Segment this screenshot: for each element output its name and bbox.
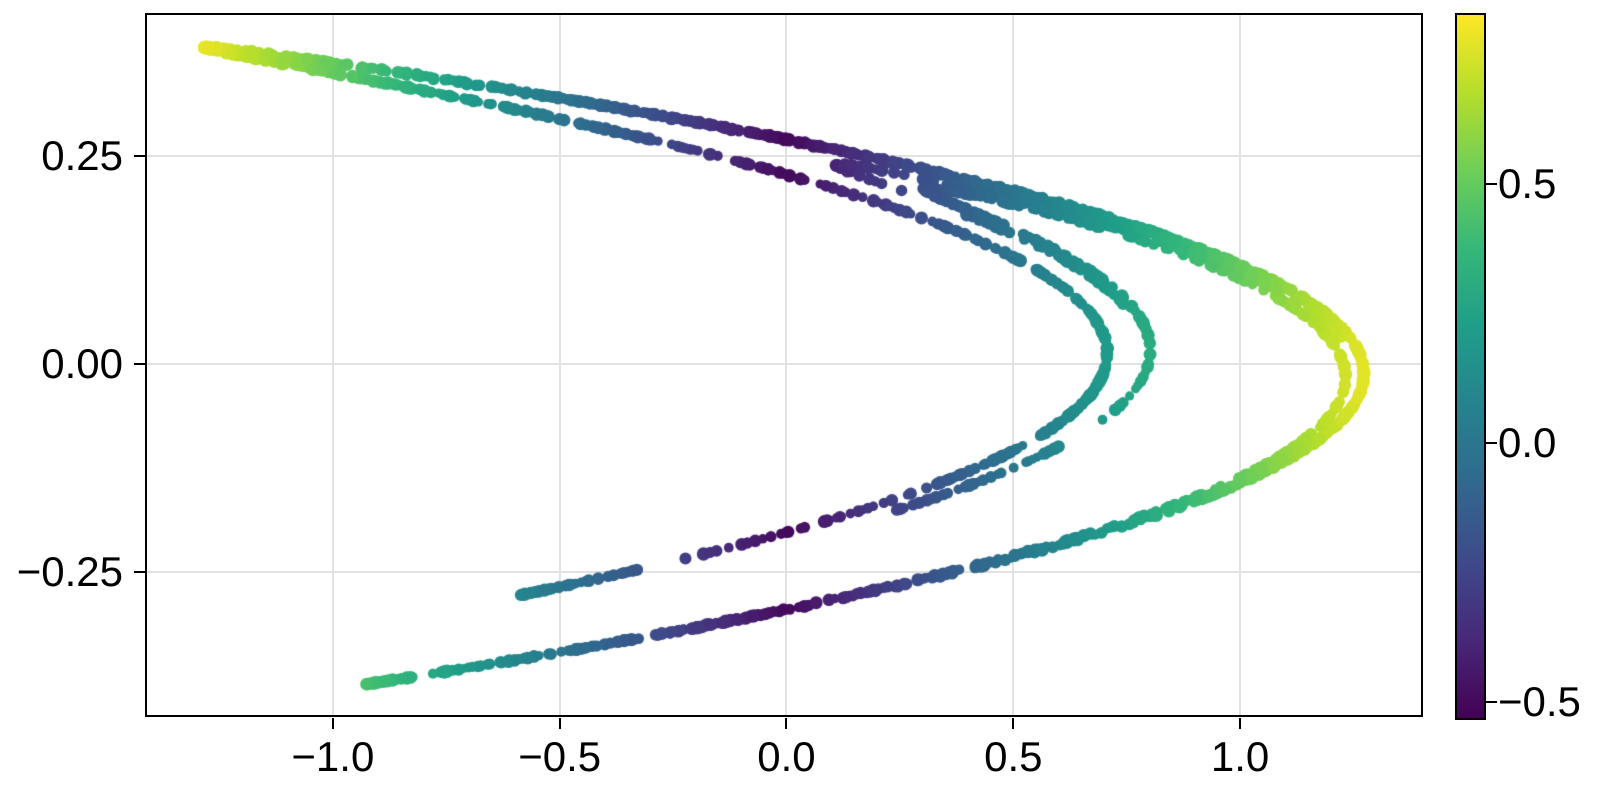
henon-attractor-figure: −1.0 −0.5 0.0 0.5 1.0 0.25 0.00 −0.25 0.…: [0, 0, 1600, 800]
scatter-points-canvas: [0, 0, 1600, 800]
